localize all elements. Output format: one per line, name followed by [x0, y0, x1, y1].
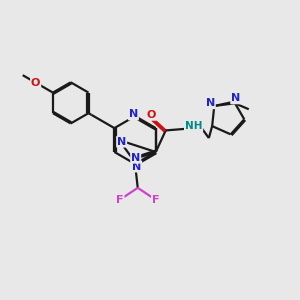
Text: N: N	[206, 98, 215, 108]
Text: O: O	[31, 78, 40, 88]
Text: F: F	[116, 195, 124, 205]
Text: N: N	[131, 153, 140, 163]
Text: N: N	[117, 137, 126, 147]
Text: N: N	[132, 162, 141, 172]
Text: N: N	[231, 93, 240, 103]
Text: NH: NH	[185, 121, 202, 131]
Text: O: O	[147, 110, 156, 120]
Text: N: N	[129, 110, 138, 119]
Text: F: F	[152, 195, 159, 205]
